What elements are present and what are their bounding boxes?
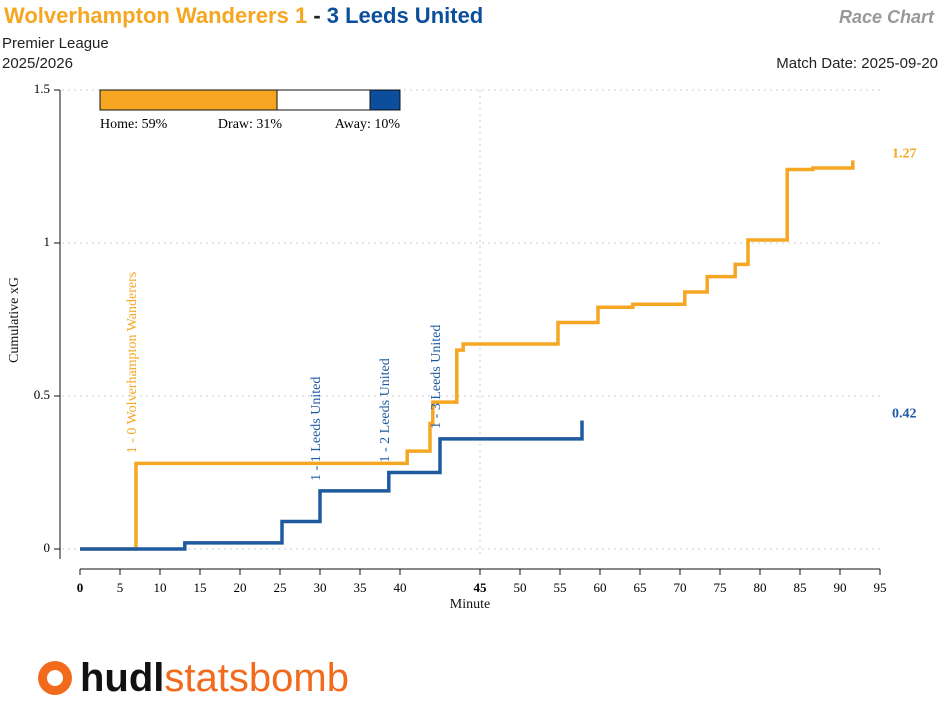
x-tick-label: 60: [594, 580, 607, 595]
probability-label: Home: 59%: [100, 117, 168, 132]
chart-label: Race Chart: [839, 7, 935, 27]
probability-label: Away: 10%: [335, 117, 401, 132]
x-tick-label: 20: [234, 580, 247, 595]
y-axis-label: Cumulative xG: [7, 277, 22, 363]
competition: Premier League: [2, 35, 109, 52]
logo-statsbomb: statsbomb: [164, 656, 349, 700]
xg-line: [80, 420, 584, 551]
match-date: Match Date: 2025-09-20: [776, 55, 938, 72]
goal-annotation: 1 - 2 Leeds United: [378, 358, 393, 462]
final-xg-label: 1.27: [892, 147, 917, 162]
logo-icon-hole: [47, 670, 63, 686]
x-tick-label: 95: [874, 580, 887, 595]
y-tick-label: 1.5: [34, 81, 50, 96]
x-tick-label: 35: [354, 580, 367, 595]
x-tick-label: 65: [634, 580, 647, 595]
home-title: Wolverhampton Wanderers 1: [4, 3, 307, 28]
x-tick-label: 75: [714, 580, 727, 595]
x-tick-label: 25: [274, 580, 287, 595]
x-tick-label: 90: [834, 580, 847, 595]
x-tick-label: 40: [394, 580, 407, 595]
away-title: 3 Leeds United: [327, 3, 483, 28]
x-tick-label: 70: [674, 580, 687, 595]
logo-hudl: hudl: [80, 656, 164, 700]
final-xg-label: 0.42: [892, 407, 917, 422]
goal-annotation: 1 - 3 Leeds United: [429, 325, 444, 429]
logo-text: hudlstatsbomb: [80, 656, 349, 700]
y-tick-label: 1: [44, 234, 51, 249]
x-axis-label: Minute: [450, 597, 490, 612]
season: 2025/2026: [2, 55, 73, 72]
probability-segment: [99, 89, 278, 111]
x-tick-label: 0: [77, 580, 84, 595]
logo: hudlstatsbomb: [38, 656, 349, 700]
chart-title: Wolverhampton Wanderers 1 - 3 Leeds Unit…: [4, 3, 483, 28]
y-tick-label: 0.5: [34, 387, 50, 402]
x-tick-label: 15: [194, 580, 207, 595]
probability-segment: [369, 89, 401, 111]
x-tick-label: 80: [754, 580, 767, 595]
x-tick-label: 55: [554, 580, 567, 595]
x-tick-label: 50: [514, 580, 527, 595]
x-tick-label: 5: [117, 580, 124, 595]
goal-annotation: 1 - 1 Leeds United: [309, 377, 324, 481]
xg-line: [80, 160, 855, 551]
probability-label: Draw: 31%: [218, 117, 282, 132]
x-tick-label: 30: [314, 580, 327, 595]
goal-annotation: 1 - 0 Wolverhampton Wanderers: [125, 272, 140, 454]
x-tick-label: 45: [474, 580, 488, 595]
probability-segment: [276, 89, 371, 111]
x-tick-label: 10: [154, 580, 167, 595]
y-tick-label: 0: [44, 540, 51, 555]
title-separator: -: [313, 3, 320, 28]
x-tick-label: 85: [794, 580, 807, 595]
